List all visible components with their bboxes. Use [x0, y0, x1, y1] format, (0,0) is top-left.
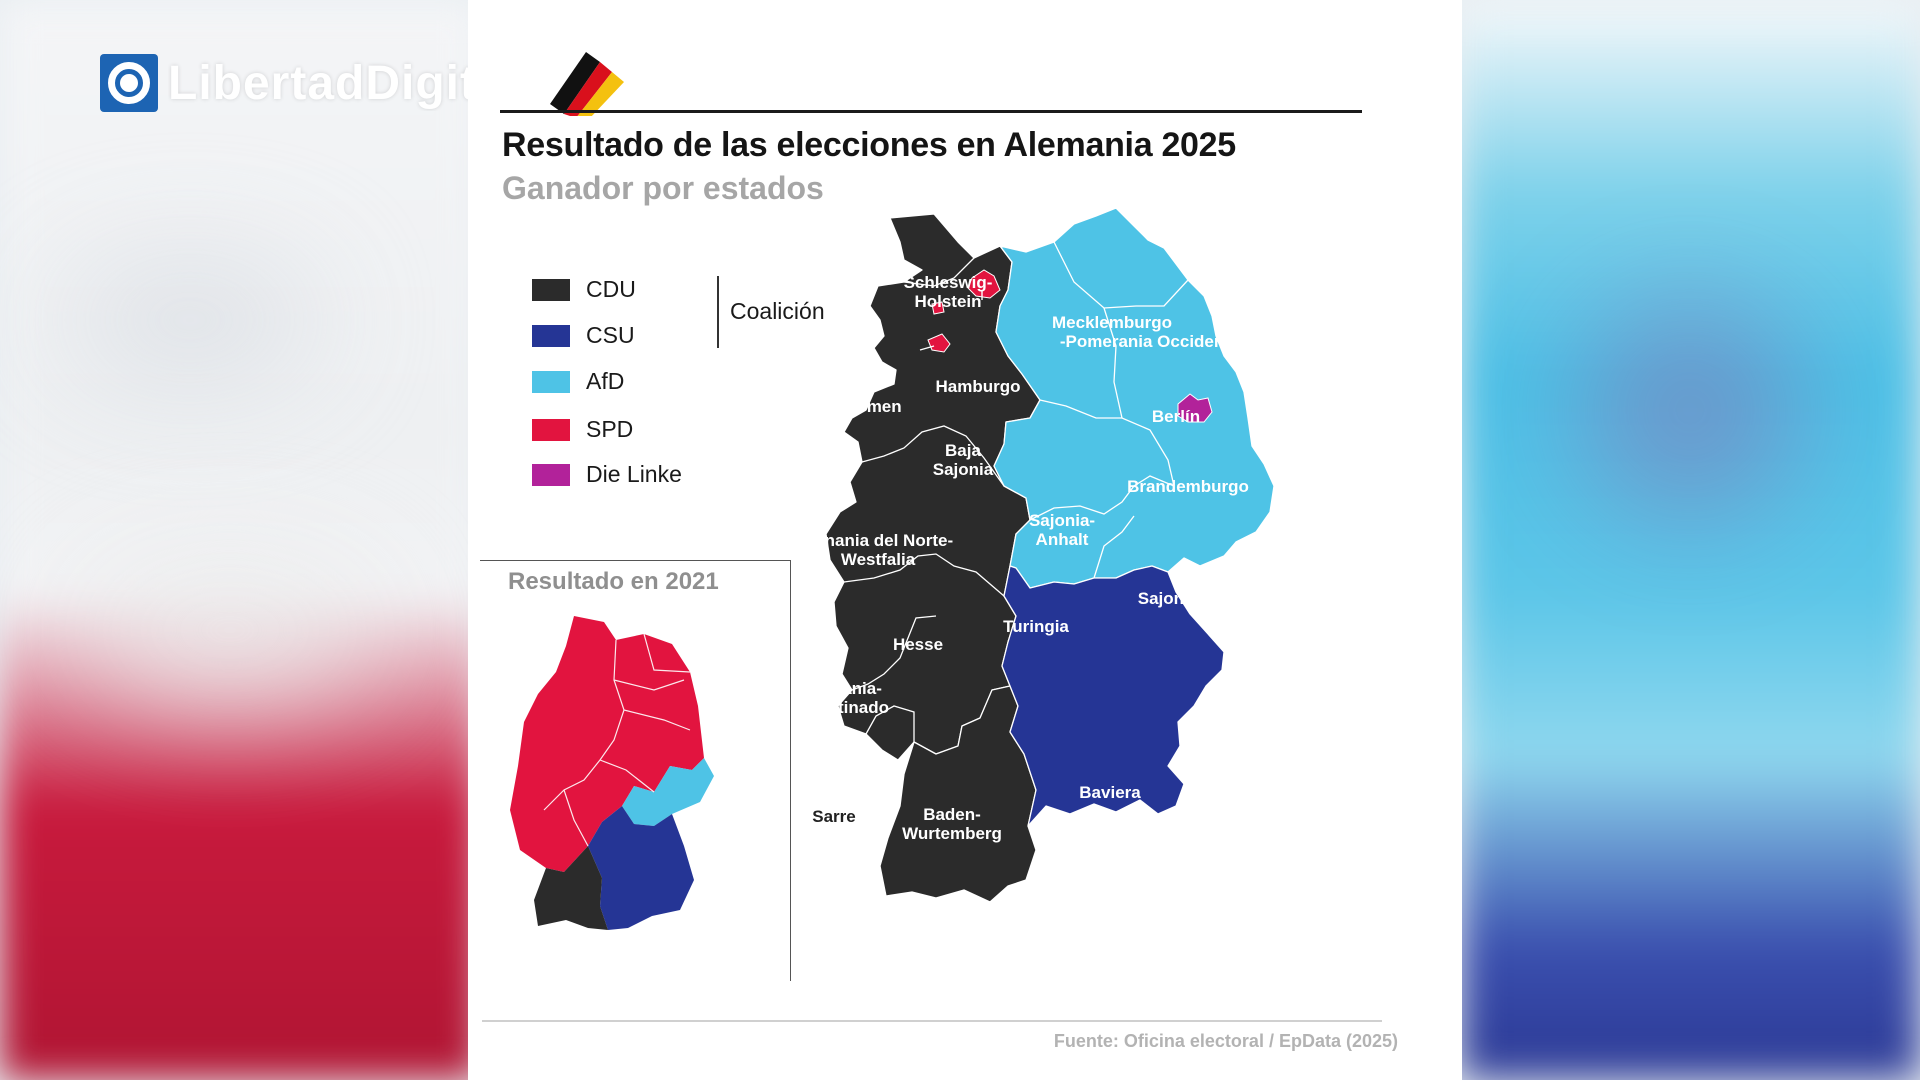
label-baviera: Baviera	[1079, 783, 1141, 802]
legend-swatch	[532, 278, 570, 301]
inset-region-cdu	[534, 846, 608, 930]
inset-title: Resultado en 2021	[508, 568, 719, 595]
label-renania-norte-westfalia: Renania del Norte-Westfalia	[804, 531, 953, 569]
inset-borders	[543, 633, 691, 847]
inset-frame	[480, 560, 791, 981]
map-region-hamburg	[967, 269, 1001, 299]
infographic-subtitle: Ganador por estados	[502, 170, 824, 206]
label-sajonia: Sajonia	[1138, 589, 1199, 608]
map-region-bremerhaven	[931, 301, 945, 315]
label-bremen: Bremen	[838, 397, 901, 416]
legend-label: CSU	[586, 322, 635, 348]
map-region-berlin	[1177, 393, 1213, 423]
state-borders	[843, 241, 1189, 742]
legend-label: CDU	[586, 276, 636, 302]
label-renania-palatinado: Renania-Palatinado	[804, 679, 889, 717]
background-blob	[80, 560, 380, 700]
legend-item-die-linke: Die Linke	[532, 461, 682, 488]
inset-map-2021	[510, 616, 714, 930]
inset-region-csu	[588, 806, 694, 930]
label-sarre: Sarre	[812, 807, 855, 826]
infographic-card: Resultado de las elecciones en Alemania …	[468, 0, 1462, 1080]
map-region-bremen	[927, 333, 951, 353]
background-right	[1460, 0, 1920, 1080]
legend-item-afd: AfD	[532, 368, 624, 395]
infographic-title: Resultado de las elecciones en Alemania …	[502, 126, 1236, 164]
background-left	[0, 0, 480, 1080]
coalition-label: Coalición	[730, 298, 825, 324]
label-baden-wurtemberg: Baden-Wurtemberg	[902, 805, 1002, 843]
source-note: Fuente: Oficina electoral / EpData (2025…	[1053, 1031, 1398, 1051]
map-region-cdu-baden-wurttemberg	[879, 685, 1037, 903]
legend-swatch	[532, 370, 570, 393]
label-turingia: Turingia	[1003, 617, 1069, 636]
map-labels: Schleswig-Holstein Mecklemburgo -Pomerani…	[804, 273, 1249, 843]
coalition-bracket	[717, 276, 719, 348]
background-blob	[1580, 300, 1800, 520]
legend-swatch	[532, 324, 570, 347]
footer-rule	[482, 1020, 1382, 1022]
german-flag-icon	[550, 52, 624, 116]
inset-region-afd	[622, 758, 714, 826]
legend-item-spd: SPD	[532, 416, 633, 443]
label-hamburgo: Hamburgo	[936, 377, 1021, 396]
map-region-afd-east	[993, 207, 1275, 589]
label-berlin: Berlín	[1152, 407, 1200, 426]
legend-item-cdu: CDU	[532, 276, 636, 303]
leader-lines	[837, 290, 983, 797]
brand-name: LibertadDigital	[168, 56, 520, 110]
label-mecklemburgo: Mecklemburgo -Pomerania Occidental	[1052, 313, 1244, 351]
label-brandemburgo: Brandemburgo	[1127, 477, 1249, 496]
label-schleswig-holstein: Schleswig-Holstein	[904, 273, 993, 311]
brand-logo-icon	[100, 54, 158, 112]
brand-watermark: LibertadDigital	[100, 54, 538, 112]
background-blob	[60, 260, 320, 380]
legend-swatch	[532, 463, 570, 486]
header-rule	[500, 110, 1362, 113]
label-sajonia-anhalt: Sajonia-Anhalt	[1029, 511, 1095, 549]
germany-map-2025: Schleswig-Holstein Mecklemburgo -Pomerani…	[804, 207, 1275, 903]
legend-label: AfD	[586, 368, 625, 394]
legend-label: Die Linke	[586, 461, 682, 487]
legend-label: SPD	[586, 416, 634, 442]
legend-swatch	[532, 418, 570, 441]
inset-region-spd	[510, 616, 704, 872]
map-region-csu-bavaria	[1001, 565, 1225, 827]
label-baja-sajonia: Baja Sajonia	[933, 441, 994, 479]
label-hesse: Hesse	[893, 635, 943, 654]
legend-item-csu: CSU	[532, 322, 635, 349]
